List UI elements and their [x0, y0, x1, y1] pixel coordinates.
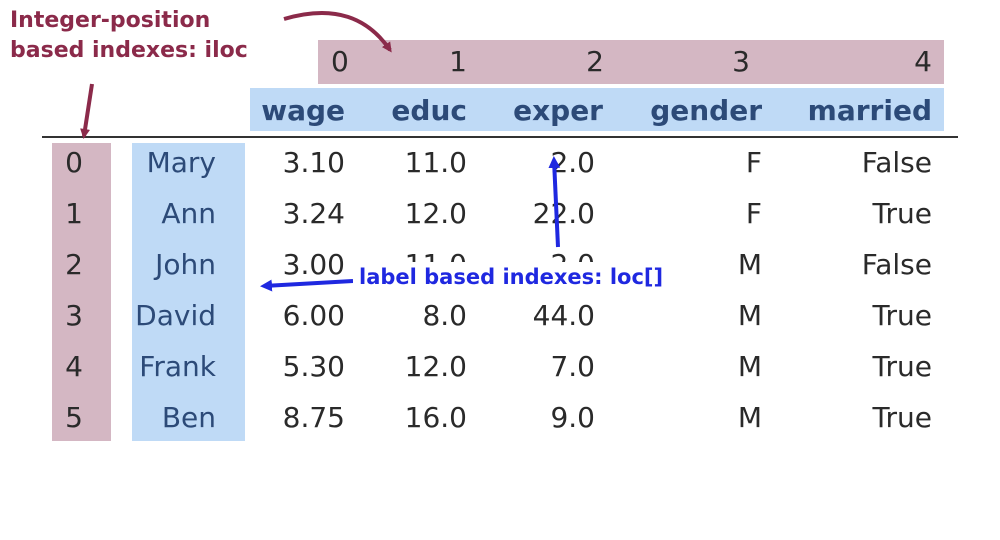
table-cell: 12.0 — [404, 350, 467, 383]
table-cell: 11.0 — [404, 146, 467, 179]
row-label: John — [155, 248, 216, 281]
table-cell: 44.0 — [532, 299, 595, 332]
table-cell: F — [745, 146, 762, 179]
table-cell: F — [745, 197, 762, 230]
table-cell: M — [737, 299, 762, 332]
row-position: 5 — [65, 401, 83, 434]
table-cell: 3.10 — [282, 146, 345, 179]
column-header: married — [807, 94, 932, 127]
table-cell: True — [872, 350, 932, 383]
row-label: Ben — [161, 401, 216, 434]
table-cell: True — [872, 299, 932, 332]
table-cell: 12.0 — [404, 197, 467, 230]
row-position: 0 — [65, 146, 83, 179]
iloc-column-arrow — [283, 11, 392, 53]
table-cell: True — [872, 197, 932, 230]
column-position: 4 — [914, 45, 932, 78]
table-cell: 6.00 — [282, 299, 345, 332]
loc-column-arrow — [548, 156, 561, 248]
column-position: 1 — [449, 45, 467, 78]
table-cell: 9.0 — [550, 401, 595, 434]
row-position: 2 — [65, 248, 83, 281]
table-cell: 7.0 — [550, 350, 595, 383]
iloc-annotation-line-1: Integer-position — [10, 8, 211, 33]
iloc-annotation: Integer-position based indexes: iloc — [10, 6, 248, 66]
row-label: Frank — [139, 350, 216, 383]
column-position: 3 — [732, 45, 750, 78]
column-position: 0 — [331, 45, 349, 78]
row-label: Mary — [146, 146, 216, 179]
loc-row-arrow — [260, 279, 354, 292]
iloc-row-arrow — [80, 83, 94, 139]
loc-annotation: label based indexes: loc[] — [353, 262, 670, 292]
table-cell: 3.00 — [282, 248, 345, 281]
label-row-band — [132, 143, 245, 441]
table-cell: True — [872, 401, 932, 434]
label-column-band — [250, 88, 944, 131]
row-position: 4 — [65, 350, 83, 383]
table-cell: 16.0 — [404, 401, 467, 434]
column-header: gender — [650, 94, 762, 127]
row-label: Ann — [161, 197, 216, 230]
column-header: exper — [513, 94, 603, 127]
row-position: 1 — [65, 197, 83, 230]
table-cell: M — [737, 248, 762, 281]
table-cell: 22.0 — [532, 197, 595, 230]
row-position: 3 — [65, 299, 83, 332]
iloc-column-band — [318, 40, 944, 84]
column-position: 2 — [586, 45, 604, 78]
table-cell: False — [861, 146, 932, 179]
table-cell: False — [861, 248, 932, 281]
column-header: wage — [261, 94, 345, 127]
table-cell: 5.30 — [282, 350, 345, 383]
table-cell: M — [737, 401, 762, 434]
table-cell: 8.0 — [422, 299, 467, 332]
table-cell: 3.24 — [282, 197, 345, 230]
iloc-row-band — [52, 143, 111, 441]
header-rule — [42, 136, 958, 138]
iloc-annotation-line-2: based indexes: iloc — [10, 38, 248, 63]
column-header: educ — [391, 94, 467, 127]
row-label: David — [135, 299, 216, 332]
table-cell: 8.75 — [282, 401, 345, 434]
table-cell: M — [737, 350, 762, 383]
